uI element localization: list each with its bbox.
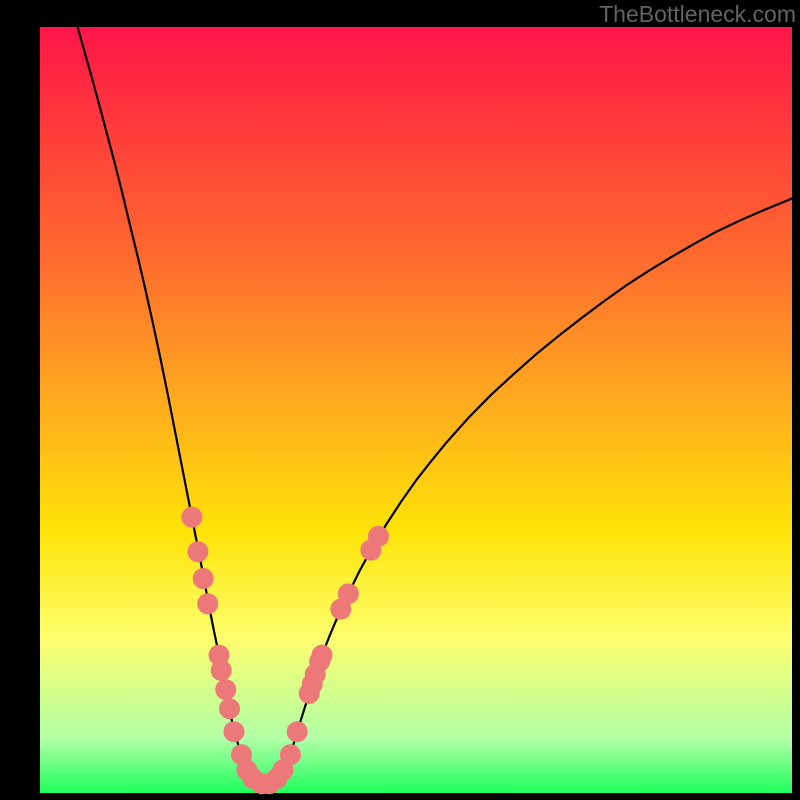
scatter-marker (280, 745, 300, 765)
scatter-marker (182, 507, 202, 527)
scatter-marker (211, 660, 231, 680)
curve-path (78, 27, 792, 785)
chart-svg-layer (0, 0, 800, 800)
scatter-marker (224, 722, 244, 742)
stage: TheBottleneck.com (0, 0, 800, 800)
scatter-marker (216, 680, 236, 700)
scatter-marker (220, 699, 240, 719)
scatter-marker (188, 542, 208, 562)
scatter-marker (368, 526, 388, 546)
scatter-marker (287, 722, 307, 742)
scatter-marker (338, 584, 358, 604)
scatter-marker (312, 645, 332, 665)
scatter-markers (182, 507, 389, 794)
scatter-marker (198, 594, 218, 614)
v-curve (78, 27, 792, 785)
scatter-marker (193, 569, 213, 589)
